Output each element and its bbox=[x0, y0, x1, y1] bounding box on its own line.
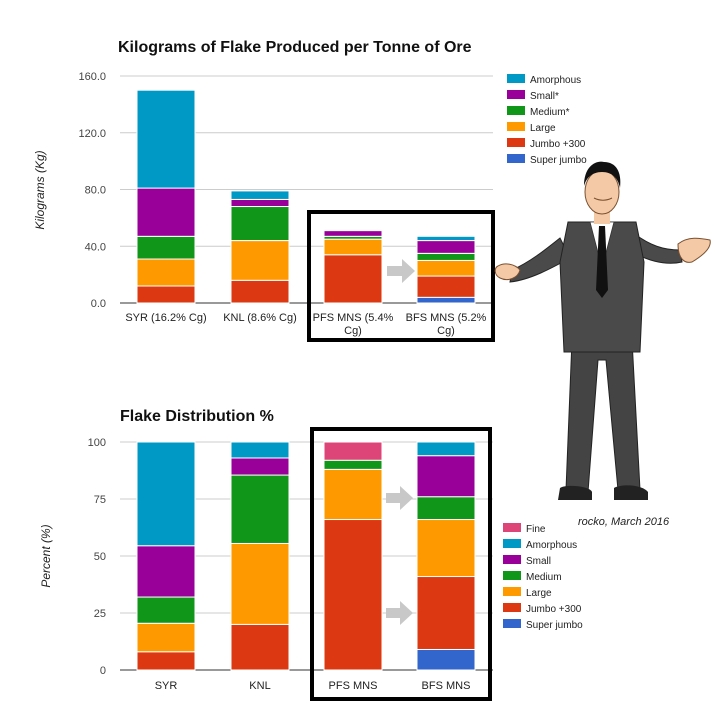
bar-segment bbox=[416, 235, 476, 242]
legend-label: Small* bbox=[530, 91, 559, 102]
y-tick-label: 0 bbox=[100, 665, 106, 677]
bar-segment bbox=[230, 623, 290, 671]
bar-segment bbox=[136, 651, 196, 671]
bar-segment bbox=[230, 457, 290, 476]
legend-label: Large bbox=[530, 123, 556, 134]
bar-segment bbox=[416, 496, 476, 521]
right-arrow-icon bbox=[386, 486, 413, 510]
bar-segment bbox=[230, 279, 290, 304]
highlight-box bbox=[307, 210, 495, 342]
category-label: KNL (8.6% Cg) bbox=[223, 312, 297, 324]
bar-segment bbox=[416, 455, 476, 498]
bar-segment bbox=[136, 235, 196, 260]
bar-segment bbox=[136, 258, 196, 287]
bar-segment bbox=[416, 252, 476, 261]
bar-segment bbox=[416, 576, 476, 650]
legend-label: Amorphous bbox=[526, 540, 577, 551]
man-in-suit-shrugging bbox=[494, 161, 711, 500]
legend-label: Amorphous bbox=[530, 75, 581, 86]
highlight-box bbox=[310, 427, 492, 701]
chart2-legend: Fine Amorphous Small Medium Large Jumbo +300 S… bbox=[503, 523, 583, 631]
bar-segment bbox=[416, 441, 476, 457]
category-label: PFS MNS bbox=[329, 680, 378, 692]
bar-segment bbox=[230, 190, 290, 200]
legend-label: Jumbo +300 bbox=[526, 604, 582, 615]
legend-swatch bbox=[507, 154, 525, 163]
bar-segment bbox=[323, 230, 383, 237]
legend-swatch bbox=[503, 587, 521, 596]
category-label: BFS MNS (5.2% Cg) bbox=[406, 312, 487, 337]
legend-label: Medium* bbox=[530, 107, 570, 118]
bar-segment bbox=[136, 622, 196, 653]
legend-label: Large bbox=[526, 588, 552, 599]
legend-swatch bbox=[507, 74, 525, 83]
chart-kilograms: Kilograms of Flake Produced per Tonne of… bbox=[33, 39, 587, 342]
chart2-y-axis-label: Percent (%) bbox=[39, 524, 53, 587]
bar-segment bbox=[323, 459, 383, 470]
legend-label: Medium bbox=[526, 572, 562, 583]
legend-swatch bbox=[503, 539, 521, 548]
legend-swatch bbox=[507, 90, 525, 99]
bar-segment bbox=[230, 441, 290, 459]
bar-segment bbox=[136, 89, 196, 189]
bar-segment bbox=[230, 198, 290, 208]
legend-swatch bbox=[503, 555, 521, 564]
bar-segment bbox=[416, 259, 476, 277]
bar-segment bbox=[323, 519, 383, 671]
chart1-y-axis-label: Kilograms (Kg) bbox=[33, 150, 47, 229]
bar-segment bbox=[230, 474, 290, 544]
legend-swatch bbox=[507, 122, 525, 131]
bar-segment bbox=[230, 240, 290, 281]
bar-segment bbox=[136, 545, 196, 598]
legend-label: Super jumbo bbox=[530, 155, 587, 166]
bar-segment bbox=[323, 441, 383, 461]
bar-segment bbox=[136, 441, 196, 547]
y-tick-label: 80.0 bbox=[85, 185, 106, 197]
chart2-title: Flake Distribution % bbox=[120, 408, 274, 425]
legend-label: Jumbo +300 bbox=[530, 139, 586, 150]
chart1-title: Kilograms of Flake Produced per Tonne of… bbox=[118, 39, 472, 56]
credit-caption: rocko, March 2016 bbox=[578, 516, 670, 528]
legend-swatch bbox=[507, 106, 525, 115]
bar-segment bbox=[416, 240, 476, 254]
y-tick-label: 0.0 bbox=[91, 298, 106, 310]
y-tick-label: 25 bbox=[94, 608, 106, 620]
category-label: SYR bbox=[155, 680, 178, 692]
right-arrow-icon bbox=[386, 601, 413, 625]
bar-segment bbox=[136, 596, 196, 624]
chart1-legend: Amorphous Small* Medium* Large Jumbo +300 Sup… bbox=[507, 74, 587, 166]
category-label: BFS MNS bbox=[422, 680, 471, 692]
bar-segment bbox=[230, 542, 290, 625]
chart-flake-distribution: Flake Distribution % Percent (%) 0 25 50 75… bbox=[39, 408, 583, 701]
category-label: KNL bbox=[249, 680, 270, 692]
y-tick-label: 40.0 bbox=[85, 241, 106, 253]
bar-segment bbox=[416, 519, 476, 578]
legend-swatch bbox=[503, 523, 521, 532]
bar-segment bbox=[136, 187, 196, 237]
bar-segment bbox=[136, 285, 196, 304]
bar-segment bbox=[323, 254, 383, 304]
legend-swatch bbox=[503, 603, 521, 612]
bar-segment bbox=[230, 206, 290, 242]
category-label: SYR (16.2% Cg) bbox=[125, 312, 206, 324]
category-label: PFS MNS (5.4% Cg) bbox=[313, 312, 394, 337]
bar-segment bbox=[416, 296, 476, 304]
y-tick-label: 50 bbox=[94, 551, 106, 563]
legend-swatch bbox=[507, 138, 525, 147]
bar-segment bbox=[416, 648, 476, 671]
legend-label: Small bbox=[526, 556, 551, 567]
bar-segment bbox=[416, 275, 476, 298]
legend-swatch bbox=[503, 619, 521, 628]
right-arrow-icon bbox=[387, 259, 415, 283]
y-tick-label: 120.0 bbox=[78, 128, 106, 140]
legend-swatch bbox=[503, 571, 521, 580]
legend-label: Super jumbo bbox=[526, 620, 583, 631]
legend-label: Fine bbox=[526, 524, 546, 535]
y-tick-label: 100 bbox=[88, 437, 106, 449]
y-tick-label: 75 bbox=[94, 494, 106, 506]
y-tick-label: 160.0 bbox=[78, 71, 106, 83]
bar-segment bbox=[323, 468, 383, 521]
bar-segment bbox=[323, 238, 383, 256]
